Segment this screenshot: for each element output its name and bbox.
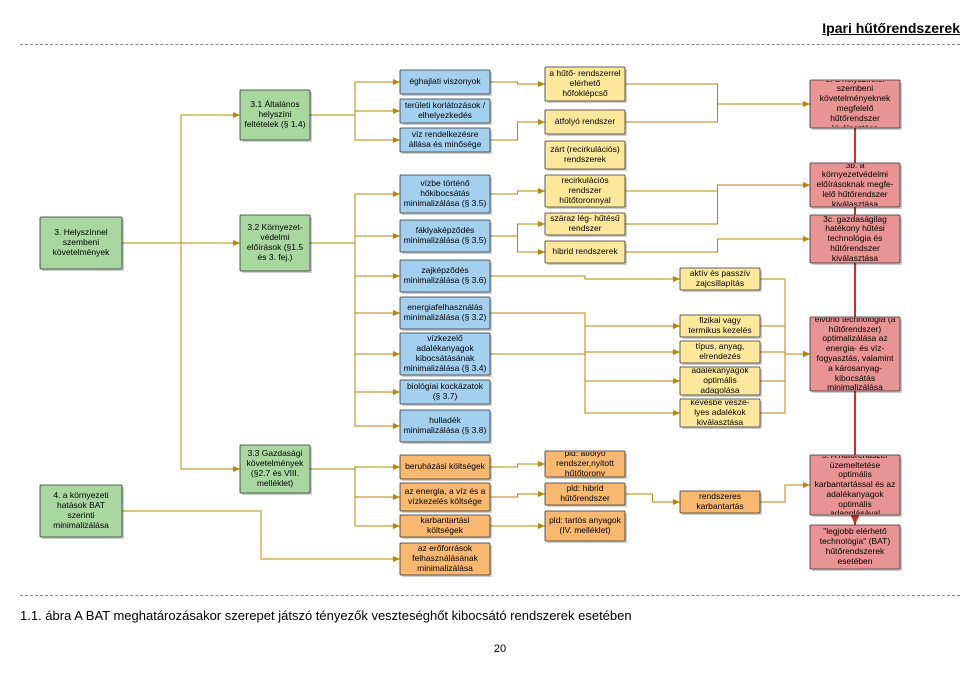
node-label-terul: területi korlátozások / elhelyezkedés (402, 100, 488, 122)
node-vizke: vízkezelő adalékanyagok kibocsátásának m… (400, 333, 492, 377)
page-header: Ipari hűtőrendszerek (20, 20, 960, 36)
node-label-atfol: átfolyó rendszer (547, 111, 623, 133)
node-enkol: az energia, a víz és a vízkezelés költsé… (400, 483, 492, 513)
node-label-vizke: vízkezelő adalékanyagok kibocsátásának m… (402, 334, 488, 374)
node-label-sel3c: 3c. gazdaságilag hatékony hűtési technol… (812, 216, 898, 262)
node-label-erofo: az erőforrások felhasználásának minimali… (402, 544, 488, 574)
node-atfol: átfolyó rendszer (545, 110, 627, 136)
node-hulla: hulladék minimalizálása (§ 3.8) (400, 410, 492, 444)
node-erofo: az erőforrások felhasználásának minimali… (400, 543, 492, 577)
node-vizbe: vízbe történő hőkibocsátás minimalizálás… (400, 175, 492, 215)
node-aktiv: aktív és passzív zajcsillapítás (680, 268, 762, 292)
node-label-eghaj: éghajlati viszonyok (402, 71, 488, 93)
node-bat: "legjobb elérhető technológia" (BAT) hűt… (810, 525, 902, 571)
page-number: 20 (20, 643, 960, 655)
node-label-enkol: az energia, a víz és a vízkezelés költsé… (402, 484, 488, 510)
node-pldta: pld: tartós anyagok (IV. melléklet) (545, 511, 627, 543)
node-label-zaj: zajképződés minimalizálása (§ 3.6) (402, 261, 488, 291)
node-biolo: biológiai kockázatok (§ 3.7) (400, 380, 492, 406)
node-label-hofok: a hűtő- rendszerrel elérhető hőfoklépcső (547, 68, 623, 100)
node-label-hulla: hulladék minimalizálása (§ 3.8) (402, 411, 488, 441)
node-label-fizik: fizikai vagy termikus kezelés (682, 316, 758, 336)
node-fakly: fáklyaképződés minimalizálása (§ 3.5) (400, 220, 492, 254)
node-eghaj: éghajlati viszonyok (400, 70, 492, 96)
node-szara: száraz lég- hűtésű rendszer (545, 213, 627, 237)
node-fizik: fizikai vagy termikus kezelés (680, 315, 762, 339)
node-zaj: zajképződés minimalizálása (§ 3.6) (400, 260, 492, 294)
node-label-pldat: pld: átfolyó rendszer,nyitott hűtőtorony (547, 452, 623, 476)
node-label-beruh: beruházási költségek (402, 456, 488, 478)
node-label-keves: kevésbé veszé- lyes adalékok kiválasztás… (682, 400, 758, 426)
node-beruh: beruházási költségek (400, 455, 492, 481)
node-vizr: víz rendelkezésre állása és minősége (400, 128, 492, 154)
node-n31: 3.1 Általános helyszíni feltételek (§ 1.… (240, 90, 312, 142)
node-keves: kevésbé veszé- lyes adalékok kiválasztás… (680, 399, 762, 429)
node-sel3: 3. a helyszínnel szembeni követelményekn… (810, 80, 902, 130)
node-sel5: 5. A hűtőrendszer üzemeltetése optimális… (810, 455, 902, 517)
node-n3: 3. Helyszínnel szembeni követelmények (40, 217, 124, 271)
node-terul: területi korlátozások / elhelyezkedés (400, 99, 492, 125)
node-label-tipus: típus, anyag, elrendezés (682, 342, 758, 362)
node-label-biolo: biológiai kockázatok (§ 3.7) (402, 381, 488, 403)
node-adale: adalékanyagok optimális adagolása (680, 367, 762, 397)
node-label-sel3: 3. a helyszínnel szembeni követelményekn… (812, 81, 898, 127)
node-sel3b: 3b. a környezetvédelmi előírásoknak megf… (810, 163, 902, 209)
node-label-aktiv: aktív és passzív zajcsillapítás (682, 269, 758, 289)
node-label-n31: 3.1 Általános helyszíni feltételek (§ 1.… (242, 91, 308, 139)
node-rkarb: rendszeres karbantartás (680, 491, 762, 515)
node-recir: recirkulációs rendszer hűtőtoronnyal (545, 175, 627, 209)
node-label-sel5: 5. A hűtőrendszer üzemeltetése optimális… (812, 456, 898, 514)
node-label-rkarb: rendszeres karbantartás (682, 492, 758, 512)
node-label-sel3b: 3b. a környezetvédelmi előírásoknak megf… (812, 164, 898, 206)
node-label-pldhi: pld: hibrid hűtőrendszer (547, 484, 623, 504)
node-label-n32: 3.2 Környezet- védelmi előírások (§1.5 é… (242, 216, 308, 270)
node-hibri: hibrid rendszerek (545, 241, 627, 265)
diagram-frame: 3. Helyszínnel szembeni követelmények 4. … (20, 44, 960, 596)
node-tipus: típus, anyag, elrendezés (680, 341, 762, 365)
flowchart-diagram: 3. Helyszínnel szembeni követelmények 4. … (20, 55, 940, 585)
node-label-recir: recirkulációs rendszer hűtőtoronnyal (547, 176, 623, 206)
node-label-adale: adalékanyagok optimális adagolása (682, 368, 758, 394)
node-n33: 3.3 Gazdasági követelmények (§2.7 és VII… (240, 445, 312, 495)
node-pldhi: pld: hibrid hűtőrendszer (545, 483, 627, 507)
node-label-n33: 3.3 Gazdasági követelmények (§2.7 és VII… (242, 446, 308, 492)
node-label-karb: karbantartási költségek (402, 516, 488, 536)
node-n4: 4. a környezeti hatások BAT szerinti min… (40, 485, 124, 539)
node-zart: zárt (recirkulációs) rendszerek (545, 141, 627, 171)
node-sel3c: 3c. gazdaságilag hatékony hűtési technol… (810, 215, 902, 265)
node-label-n3: 3. Helyszínnel szembeni követelmények (42, 218, 120, 268)
node-n32: 3.2 Környezet- védelmi előírások (§1.5 é… (240, 215, 312, 273)
node-label-pldta: pld: tartós anyagok (IV. melléklet) (547, 512, 623, 540)
node-label-szara: száraz lég- hűtésű rendszer (547, 214, 623, 234)
node-label-n4: 4. a környezeti hatások BAT szerinti min… (42, 486, 120, 536)
node-hofok: a hűtő- rendszerrel elérhető hőfoklépcső (545, 67, 627, 103)
node-karb: karbantartási költségek (400, 515, 492, 539)
node-label-zart: zárt (recirkulációs) rendszerek (547, 142, 623, 168)
node-label-sel4: 4. A veszteséghőt elvonó technológia (a … (812, 318, 898, 390)
node-label-bat: "legjobb elérhető technológia" (BAT) hűt… (812, 526, 898, 568)
node-sel4: 4. A veszteséghőt elvonó technológia (a … (810, 317, 902, 393)
node-label-fakly: fáklyaképződés minimalizálása (§ 3.5) (402, 221, 488, 251)
node-label-vizr: víz rendelkezésre állása és minősége (402, 129, 488, 151)
node-energ: energiafelhasználás minimalizálása (§ 3.… (400, 297, 492, 331)
node-label-vizbe: vízbe történő hőkibocsátás minimalizálás… (402, 176, 488, 212)
node-label-energ: energiafelhasználás minimalizálása (§ 3.… (402, 298, 488, 328)
node-label-hibri: hibrid rendszerek (547, 242, 623, 262)
figure-caption: 1.1. ábra A BAT meghatározásakor szerepe… (20, 608, 960, 623)
node-pldat: pld: átfolyó rendszer,nyitott hűtőtorony (545, 451, 627, 479)
